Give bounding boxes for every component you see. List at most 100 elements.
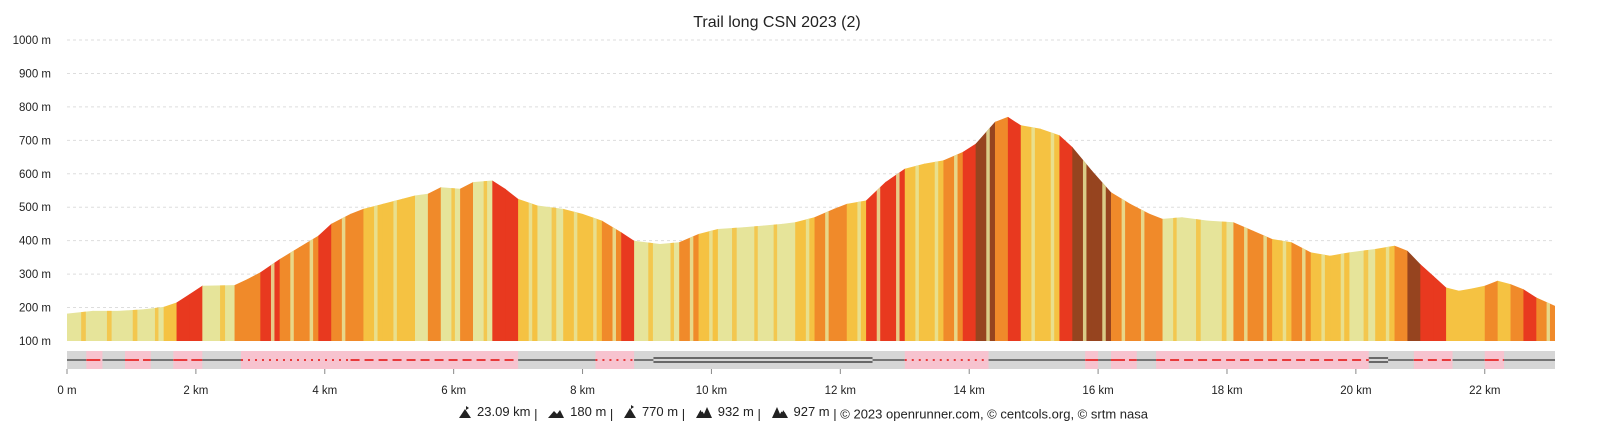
- slope-band: [537, 116, 564, 341]
- surface-segment: [240, 351, 351, 369]
- slope-stripe: [1321, 116, 1325, 341]
- slope-band: [1458, 116, 1473, 341]
- slope-stripe: [341, 116, 346, 341]
- slope-band: [885, 116, 906, 341]
- slope-band: [1091, 116, 1112, 341]
- slope-band: [1484, 116, 1499, 341]
- surface-segment: [86, 351, 103, 369]
- slope-stripe: [689, 116, 694, 341]
- slope-band: [924, 116, 945, 341]
- slope-stripe: [132, 116, 138, 341]
- slope-stripe: [270, 116, 275, 341]
- slope-band: [975, 116, 996, 341]
- slope-stripe: [876, 116, 881, 341]
- elevation-loss-icon: [771, 406, 788, 418]
- slope-stripe: [1340, 116, 1345, 341]
- x-tick-label: 14 km: [954, 385, 985, 397]
- slope-stripe: [1050, 116, 1055, 341]
- x-tick-label: 12 km: [825, 385, 856, 397]
- slope-band: [331, 116, 352, 341]
- slope-band: [1291, 116, 1312, 341]
- slope-band: [1536, 116, 1555, 341]
- slope-band: [67, 116, 94, 341]
- separator: |: [681, 406, 686, 422]
- slope-band: [427, 116, 442, 341]
- surface-segment: [173, 351, 203, 369]
- slope-stripe: [374, 116, 378, 341]
- slope-band: [1407, 116, 1421, 341]
- surface-segment-fill: [173, 351, 203, 369]
- surface-segment: [124, 351, 151, 369]
- slope-stripe: [220, 116, 226, 341]
- slope-band: [460, 116, 474, 341]
- distance-stat: 23.09 km: [452, 404, 531, 419]
- slope-band: [1497, 116, 1512, 341]
- surface-segment: [1156, 351, 1369, 369]
- slope-band: [1420, 116, 1434, 341]
- separator: |: [534, 406, 538, 422]
- surface-segment: [1085, 351, 1099, 369]
- slope-stripe: [954, 116, 958, 341]
- slope-band: [247, 116, 261, 341]
- slope-band: [144, 116, 165, 341]
- slope-band: [1207, 116, 1235, 341]
- slope-band: [92, 116, 120, 341]
- slope-band: [943, 116, 964, 341]
- y-tick-label: 900 m: [19, 68, 51, 80]
- slope-band: [472, 116, 493, 341]
- slope-band: [382, 116, 403, 341]
- x-tick-label: 4 km: [312, 385, 337, 397]
- slope-band: [402, 116, 416, 341]
- y-tick-label: 1000 m: [13, 35, 51, 47]
- elevation-gain-icon: [695, 406, 712, 418]
- slope-stripe: [896, 116, 900, 341]
- separator: |: [833, 406, 837, 422]
- slope-stripe: [483, 116, 488, 341]
- slope-band: [1349, 116, 1376, 341]
- y-tick-label: 100 m: [19, 336, 51, 348]
- slope-stripe: [805, 116, 810, 341]
- y-tick-label: 300 m: [19, 269, 51, 281]
- slope-stripe: [648, 116, 653, 341]
- max-elevation-icon: [623, 404, 636, 418]
- slope-band: [414, 116, 429, 341]
- surface-segment-fill: [904, 351, 989, 369]
- slope-band: [176, 116, 191, 341]
- x-tick-label: 10 km: [696, 385, 727, 397]
- slope-band: [1110, 116, 1131, 341]
- slope-band: [866, 116, 887, 341]
- slope-band: [202, 116, 236, 341]
- slope-band: [833, 116, 848, 341]
- slope-band: [1394, 116, 1409, 341]
- slope-stripe: [393, 116, 397, 341]
- x-tick-label: 18 km: [1211, 385, 1242, 397]
- slope-band: [492, 116, 506, 341]
- min-elevation-value: 180 m: [570, 404, 607, 419]
- slope-band: [698, 116, 719, 341]
- elevation-gain-value: 932 m: [717, 404, 754, 419]
- surface-segment: [595, 351, 635, 369]
- slope-band: [1149, 116, 1164, 341]
- stats-footer: 23.09 km | 180 m | 770 m | 932 m | 927 m…: [0, 404, 1600, 422]
- slope-band: [1059, 116, 1073, 341]
- slope-stripe: [593, 116, 597, 341]
- slope-band: [1007, 116, 1022, 341]
- slope-stripe: [1082, 116, 1087, 341]
- y-tick-label: 600 m: [19, 169, 51, 181]
- surface-segment: [904, 351, 989, 369]
- y-tick-label: 700 m: [19, 135, 51, 147]
- slope-band: [814, 116, 835, 341]
- slope-stripe: [81, 116, 86, 341]
- slope-stripe: [1546, 116, 1550, 341]
- slope-band: [1130, 116, 1151, 341]
- slope-band: [298, 116, 319, 341]
- y-tick-label: 500 m: [19, 202, 51, 214]
- slope-band: [518, 116, 539, 341]
- slope-band: [795, 116, 816, 341]
- slope-band: [1272, 116, 1293, 341]
- slope-stripe: [773, 116, 778, 341]
- slope-stripe: [1244, 116, 1248, 341]
- min-elevation-icon: [548, 409, 565, 418]
- slope-band: [717, 116, 745, 341]
- slope-stripe: [732, 116, 737, 341]
